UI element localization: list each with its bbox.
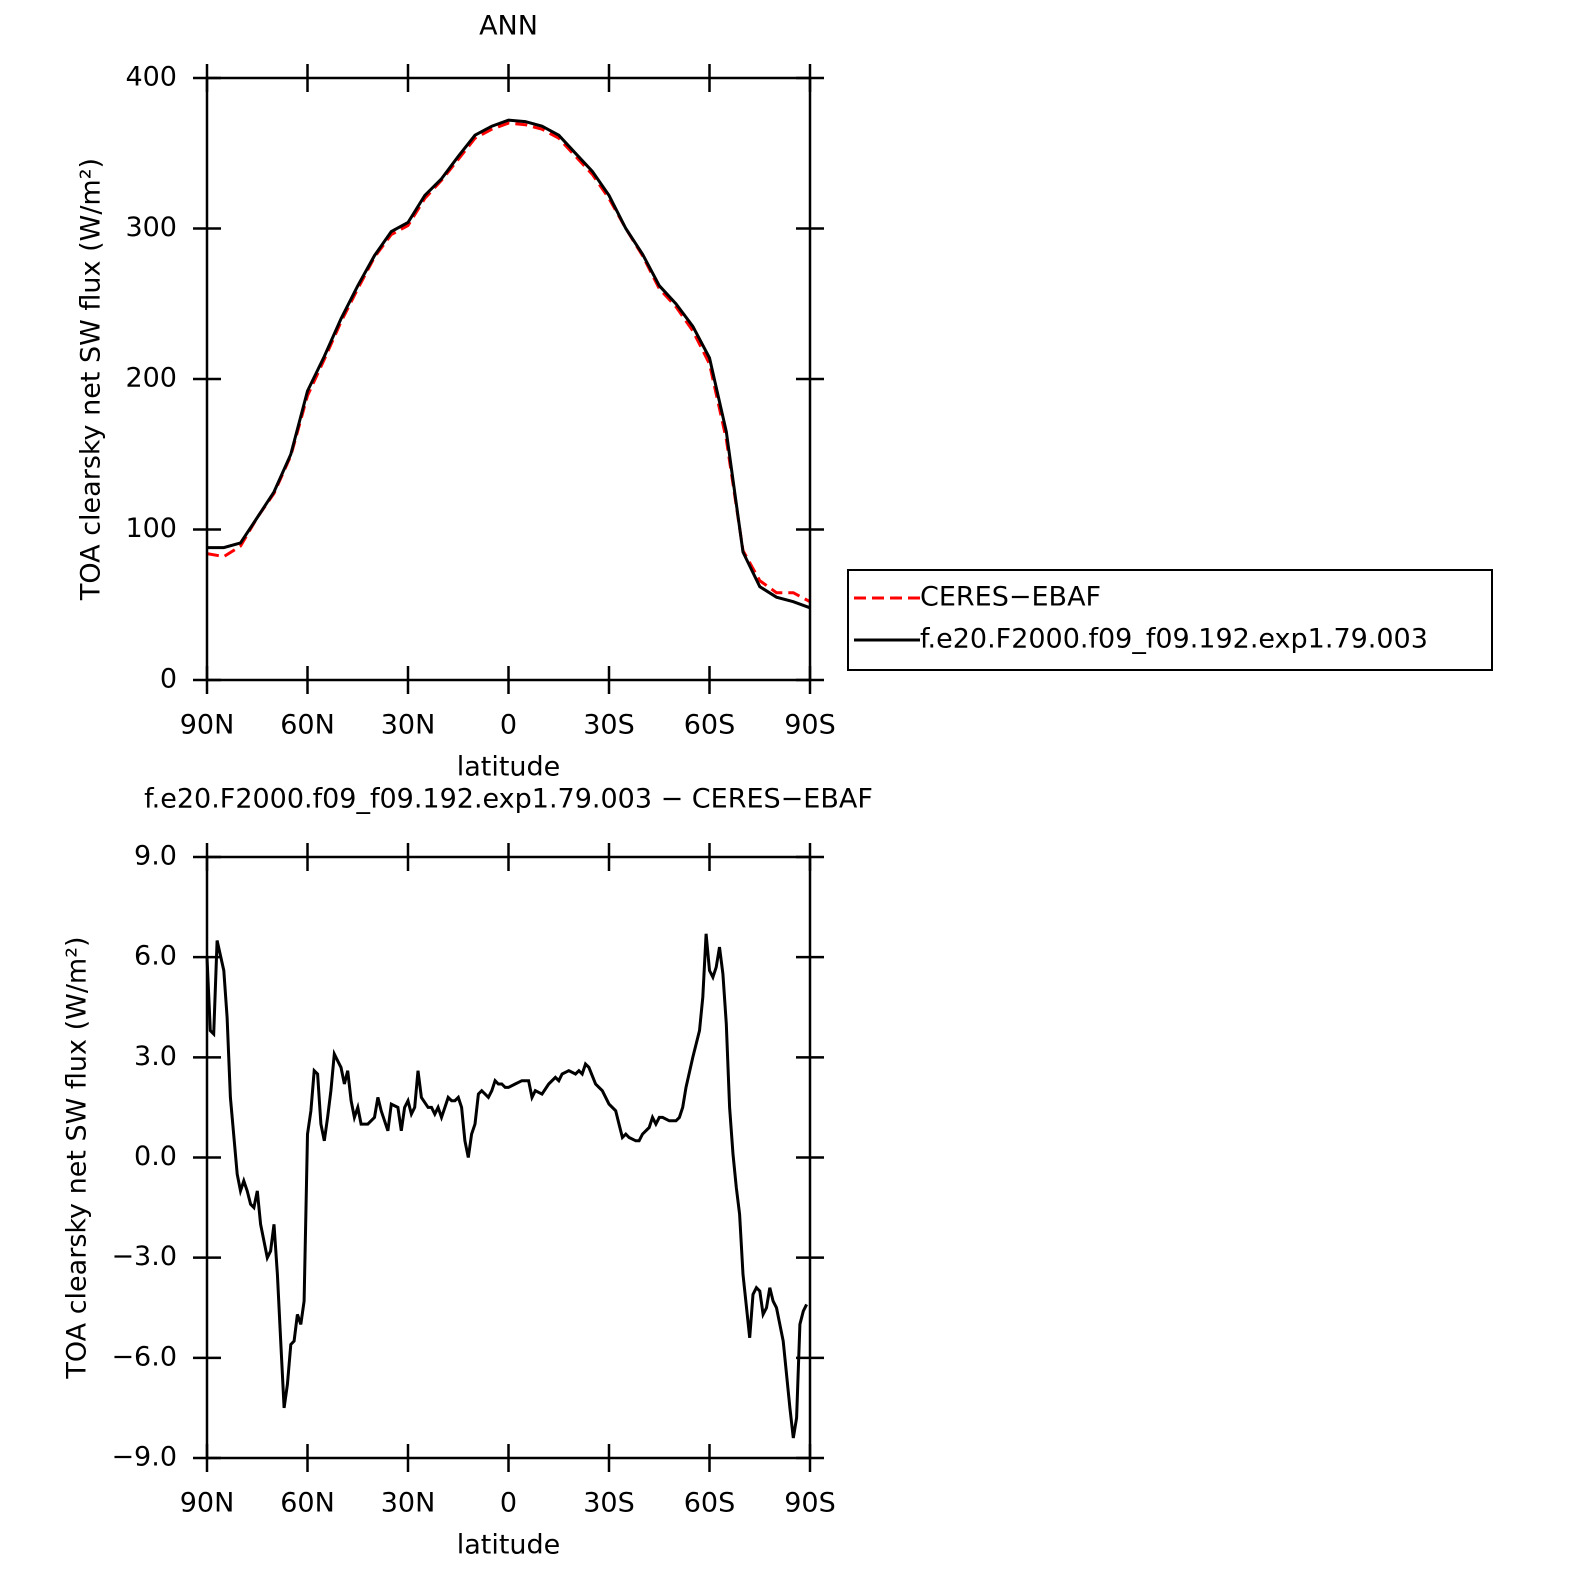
y-tick-label: 0 [160, 664, 177, 695]
series-line [207, 118, 811, 610]
legend-box [847, 569, 1493, 671]
y-tick-label: 3.0 [134, 1041, 177, 1072]
x-tick-label: 30S [583, 710, 635, 741]
x-tick-label: 90S [784, 710, 836, 741]
x-tick-label: 30N [381, 710, 436, 741]
y-tick-label: 100 [125, 513, 177, 544]
y-tick-label: −3.0 [111, 1241, 177, 1272]
plot-frame [205, 855, 812, 1460]
y-tick-label: 300 [125, 212, 177, 243]
y-tick-label: 0.0 [134, 1141, 177, 1172]
series-line [205, 933, 808, 1439]
x-tick-label: 30S [583, 1488, 635, 1519]
legend-label: CERES−EBAF [920, 582, 1101, 613]
x-tick-label: 0 [500, 1488, 517, 1519]
x-tick-label: 90N [180, 710, 235, 741]
x-tick-label: 60S [684, 710, 736, 741]
chart-title: ANN [479, 11, 538, 42]
x-tick-label: 60N [280, 1488, 335, 1519]
y-tick-label: 400 [125, 62, 177, 93]
x-axis-label: latitude [457, 752, 561, 783]
series-line [206, 121, 811, 604]
x-tick-label: 30N [381, 1488, 436, 1519]
y-axis-label: TOA clearsky net SW flux (W/m²) [76, 158, 107, 601]
x-tick-label: 90S [784, 1488, 836, 1519]
y-axis-label: TOA clearsky net SW flux (W/m²) [62, 936, 93, 1379]
plot-frame [205, 76, 812, 682]
y-tick-label: 200 [125, 363, 177, 394]
x-tick-label: 90N [180, 1488, 235, 1519]
y-tick-label: 9.0 [134, 841, 177, 872]
x-axis-label: latitude [457, 1530, 561, 1561]
y-tick-label: −9.0 [111, 1442, 177, 1473]
x-tick-label: 0 [500, 710, 517, 741]
y-tick-label: −6.0 [111, 1341, 177, 1372]
x-tick-label: 60N [280, 710, 335, 741]
legend-label: f.e20.F2000.f09_f09.192.exp1.79.003 [920, 624, 1428, 655]
x-tick-label: 60S [684, 1488, 736, 1519]
chart-title: f.e20.F2000.f09_f09.192.exp1.79.003 − CE… [144, 784, 873, 815]
y-tick-label: 6.0 [134, 941, 177, 972]
